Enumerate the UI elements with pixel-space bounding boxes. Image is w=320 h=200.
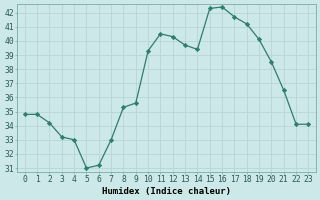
X-axis label: Humidex (Indice chaleur): Humidex (Indice chaleur)	[102, 187, 231, 196]
